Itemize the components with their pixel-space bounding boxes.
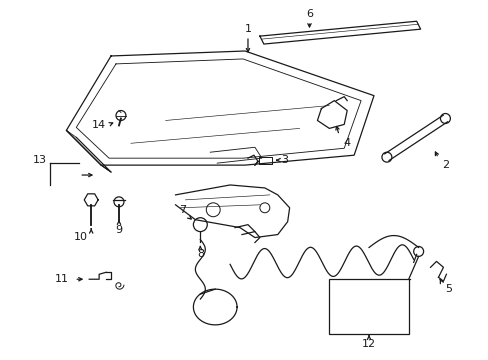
Bar [328, 279, 408, 334]
Text: 14: 14 [92, 121, 106, 130]
Text: 1: 1 [244, 24, 251, 34]
Text: 5: 5 [444, 284, 451, 294]
Text: 11: 11 [54, 274, 68, 284]
Text: 3: 3 [281, 155, 287, 165]
Text: 4: 4 [343, 138, 350, 148]
Text: 2: 2 [441, 160, 448, 170]
Text: 9: 9 [115, 225, 122, 235]
Text: 8: 8 [196, 249, 203, 260]
Text: 6: 6 [305, 9, 312, 19]
Text: 10: 10 [74, 231, 88, 242]
Text: 12: 12 [361, 339, 375, 349]
Text: 13: 13 [33, 155, 46, 165]
Text: 7: 7 [179, 205, 185, 215]
